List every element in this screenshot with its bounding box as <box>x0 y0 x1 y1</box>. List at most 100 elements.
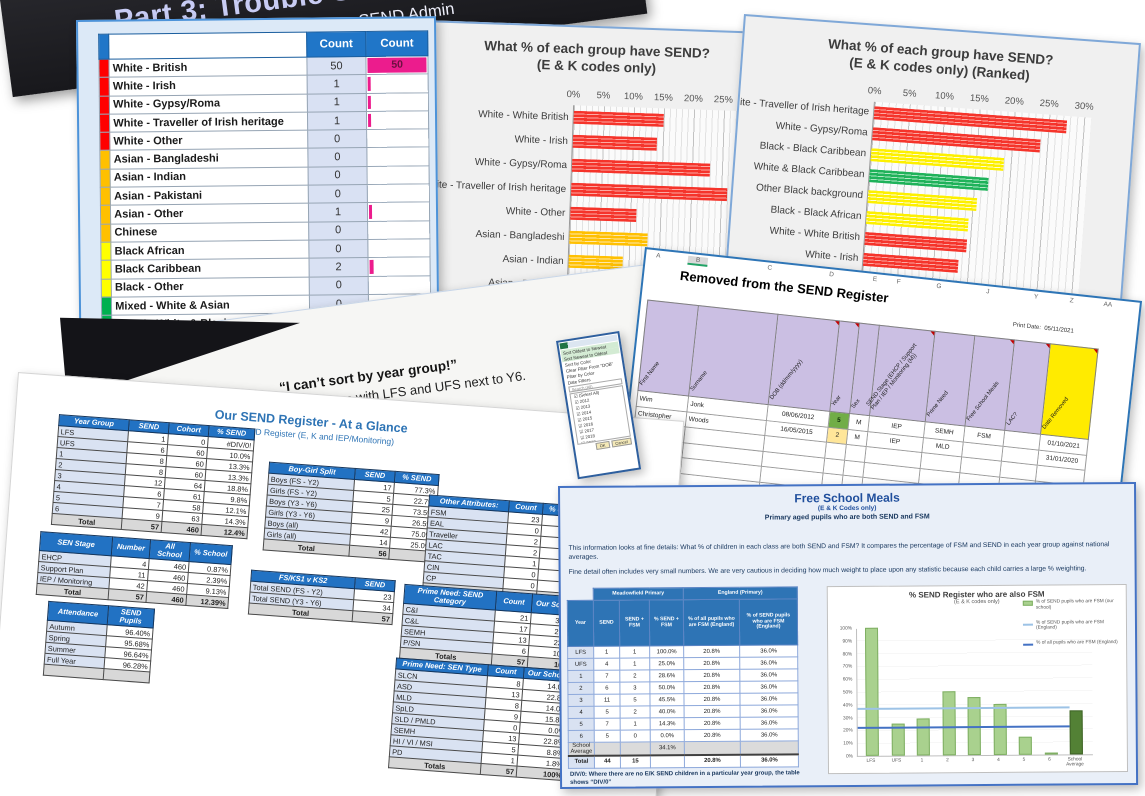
chart-title: What % of each group have SEND? (E & K c… <box>827 36 1054 83</box>
column-letter[interactable]: Z <box>1069 297 1075 305</box>
axis-tick: 10% <box>623 91 644 103</box>
legend-entry: % of SEND pupils who are FSM (our school… <box>1022 599 1123 611</box>
bar-red <box>862 252 959 273</box>
fsm-bar <box>1069 710 1083 755</box>
y-axis-tick: 80% <box>842 652 853 658</box>
y-axis-tick: 70% <box>842 664 853 670</box>
red-swatch <box>99 77 110 96</box>
div0-note: DIV/0: Where there are no E/K SEND child… <box>569 770 800 786</box>
x-axis-label: 1 <box>920 758 924 764</box>
column-letter[interactable]: B <box>687 255 709 267</box>
x-axis-label: UFS <box>891 758 902 764</box>
red-swatch <box>99 132 111 151</box>
count-bar: 50 <box>367 57 427 74</box>
table-attendance: Attendance SEND Pupils Autumn 96.40% Spring 9… <box>43 601 155 684</box>
bar-red <box>570 182 728 202</box>
bar-orange <box>569 230 648 247</box>
chart-legend: % of SEND pupils who are FSM (our school… <box>1022 599 1123 655</box>
column-letter[interactable]: J <box>985 288 990 296</box>
column-letter[interactable]: AA <box>1103 300 1113 309</box>
yellow-swatch <box>101 278 112 298</box>
x-axis-label: 3 <box>971 758 975 764</box>
report-title: Free School Meals (E & K Codes only) Pri… <box>764 490 930 522</box>
table-boy-girl-split: Boy-Girl Split SEND% SEND Boys (FS - Y2) 17… <box>263 462 440 563</box>
count-bar <box>369 205 372 219</box>
table-prime-need-sen-type: Prime Need: SEN Type Count Our School SLCN 8… <box>388 657 573 781</box>
column-letter[interactable]: E <box>872 275 878 284</box>
bar-red <box>570 206 637 223</box>
axis-tick: 20% <box>1004 95 1025 108</box>
axis-tick: 25% <box>713 94 734 106</box>
axis-tick: 10% <box>934 90 955 103</box>
fsm-bar <box>916 718 930 756</box>
fsm-bar <box>1018 736 1032 755</box>
green-swatch <box>101 297 112 316</box>
axis-tick: 20% <box>683 93 704 105</box>
fsm-bar <box>993 703 1007 755</box>
x-axis-label: LFS <box>866 758 876 764</box>
count-bar <box>368 95 371 109</box>
legend-swatch <box>1022 600 1033 606</box>
sheet-column-header: SEND Stage (EHCP / Support Plan / IEP / … <box>866 324 936 423</box>
yellow-swatch <box>101 260 112 279</box>
fsm-bar <box>1044 752 1058 755</box>
legend-entry: % of all pupils who are FSM (England) <box>1023 640 1123 646</box>
y-axis-tick: 40% <box>842 703 853 709</box>
fsm-report: Free School Meals (E & K Codes only) Pri… <box>558 481 1139 789</box>
orange-swatch <box>100 168 111 188</box>
sheet-column-header: Date Removed <box>1041 343 1099 441</box>
x-axis-label: 4 <box>997 757 1000 763</box>
table-row: Total 44 15 20.8% 36.0% <box>568 754 799 768</box>
axis-tick: 0% <box>566 89 581 101</box>
orange-swatch <box>100 223 112 243</box>
year-checkbox-list[interactable]: ☑ (Select All) ☑ 2012 ☑ 2013 ☑ 2014 ☑ 2015 ☑ … <box>569 385 631 445</box>
axis-tick: 25% <box>1039 97 1060 111</box>
orange-swatch <box>99 150 111 170</box>
sheet-column-header: DOB (dd/mm/yyyy) <box>768 313 841 412</box>
axis-tick: 30% <box>1074 100 1095 113</box>
y-axis-tick: 50% <box>842 690 853 696</box>
column-letter[interactable]: F <box>896 278 902 286</box>
sheet-title: Removed from the SEND Register <box>679 268 890 306</box>
fsm-chart: % SEND Register who are also FSM (E & K … <box>826 584 1129 775</box>
axis-tick: 15% <box>969 92 990 106</box>
y-axis-tick: 30% <box>843 716 853 722</box>
axis-tick: 5% <box>596 90 611 102</box>
column-letter[interactable]: Y <box>1033 293 1039 301</box>
bar-red <box>573 110 664 127</box>
y-axis-tick: 60% <box>842 677 853 683</box>
y-axis-tick: 20% <box>843 728 853 734</box>
x-axis-label: 6 <box>1048 757 1051 763</box>
orange-swatch <box>100 205 111 224</box>
report-paragraph: Fine detail often includes very small nu… <box>568 565 1087 576</box>
red-swatch <box>99 114 110 133</box>
column-letter[interactable]: G <box>936 282 942 291</box>
column-letter[interactable]: C <box>767 264 773 272</box>
column-letter[interactable]: A <box>655 252 661 260</box>
table-year-group: Year Group SEND Cohort% SEND LFS 1 0 #DIV/0! UF… <box>51 414 256 539</box>
axis-tick: 0% <box>867 85 882 98</box>
print-date: Print Date: 05/11/2021 <box>1012 322 1074 335</box>
fsm-bar <box>864 627 879 756</box>
y-axis-tick: 90% <box>842 639 853 645</box>
count-header: Count <box>365 30 428 57</box>
axis-tick: 15% <box>653 92 674 104</box>
column-letter[interactable]: D <box>828 271 835 279</box>
reference-line <box>857 725 1070 730</box>
y-axis-tick: 10% <box>843 741 853 747</box>
bar-red <box>572 134 658 151</box>
x-axis-label: 2 <box>946 758 949 764</box>
report-paragraph: This information looks at fine details: … <box>568 541 1110 562</box>
axis-tick: 5% <box>902 87 917 100</box>
ok-button[interactable]: OK <box>595 440 610 451</box>
red-swatch <box>99 95 110 115</box>
reference-line <box>857 706 1070 710</box>
bar-red <box>571 158 711 177</box>
x-axis-label: School Average <box>1066 757 1084 768</box>
table-fs-ks1-v-ks2: FS/KS1 v KS2 SEND Total SEND (FS - Y2) 23 To… <box>248 570 396 626</box>
count-bar <box>369 260 374 274</box>
fsm-bar <box>941 691 956 756</box>
x-axis-label: 5 <box>1022 757 1026 763</box>
red-swatch <box>98 59 110 78</box>
